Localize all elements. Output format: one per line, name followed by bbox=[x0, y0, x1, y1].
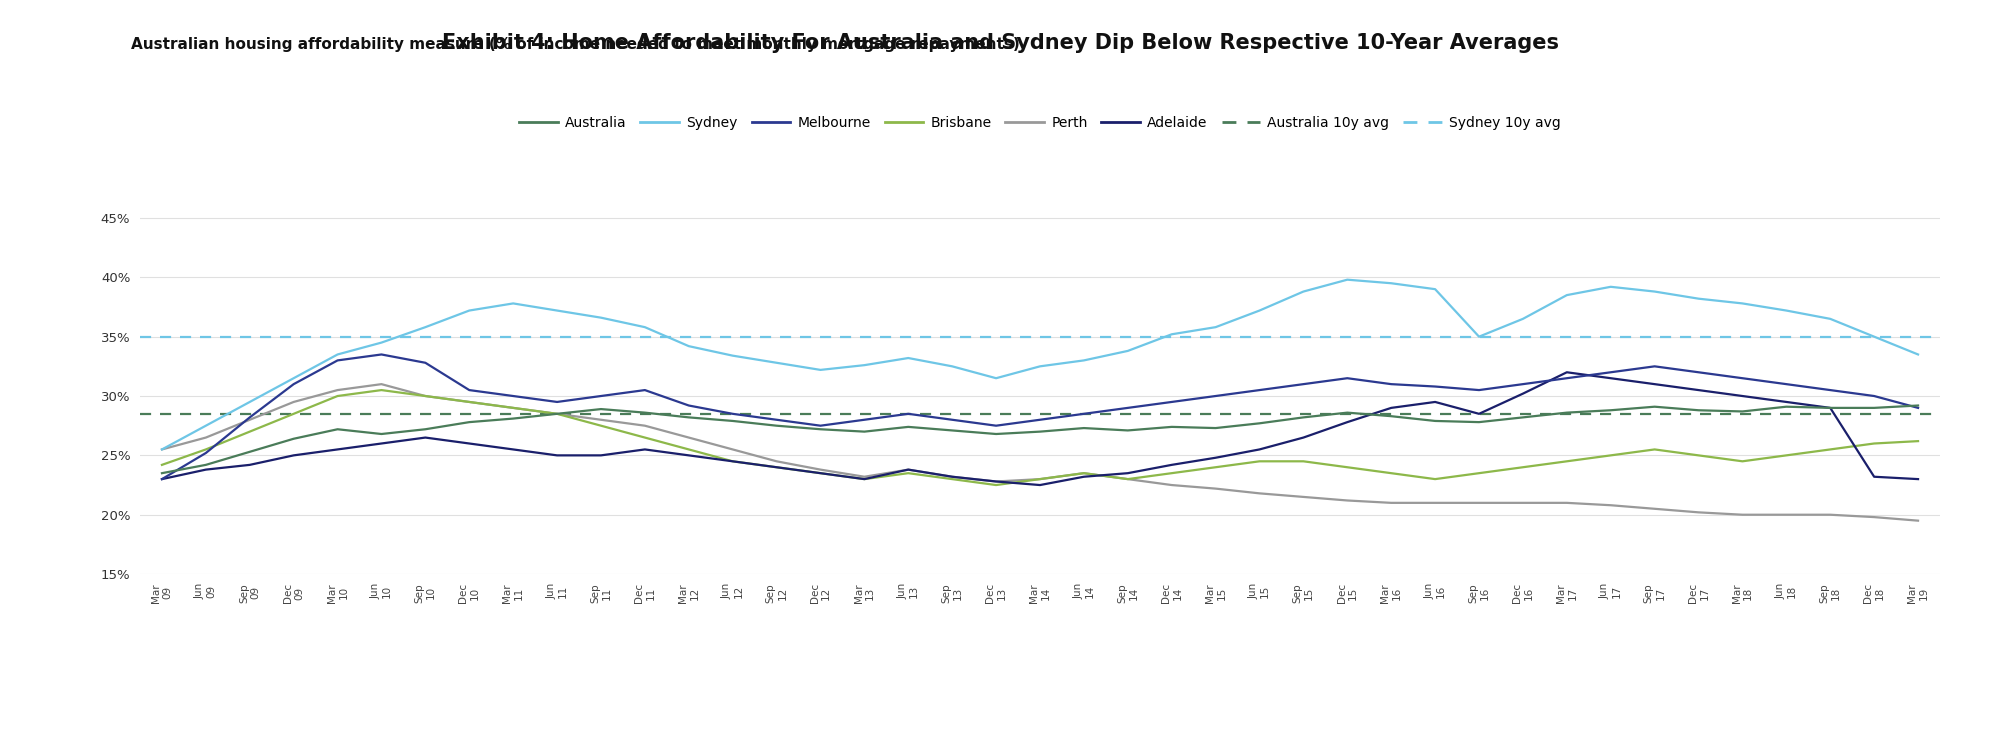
Text: Australian housing affordability measure (% of income needed to meet monthly mor: Australian housing affordability measure… bbox=[132, 37, 1020, 52]
Text: Exhibit 4: Home Affordability For Australia and Sydney Dip Below Respective 10-Y: Exhibit 4: Home Affordability For Austra… bbox=[442, 33, 1558, 53]
Legend: Australia, Sydney, Melbourne, Brisbane, Perth, Adelaide, Australia 10y avg, Sydn: Australia, Sydney, Melbourne, Brisbane, … bbox=[514, 110, 1566, 135]
